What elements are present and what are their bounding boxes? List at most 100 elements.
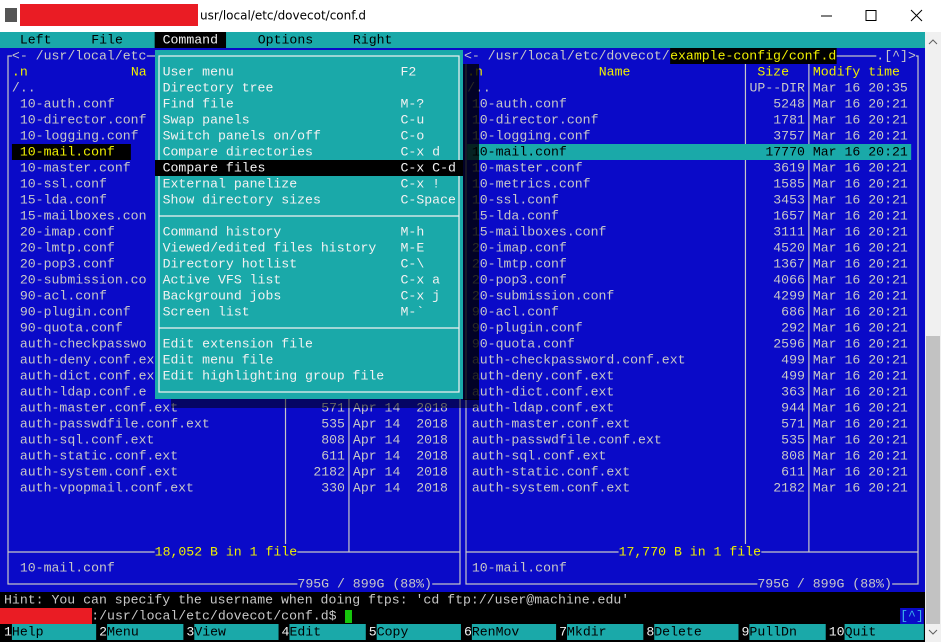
menu-entry[interactable]: Edit highlighting group file: [163, 368, 385, 383]
function-key-label[interactable]: Help: [12, 624, 44, 639]
file-size: 3757: [773, 128, 805, 143]
file-date: Mar 16 20:21: [813, 256, 908, 271]
label-mask: [670, 48, 837, 64]
function-key-label[interactable]: PullDn: [749, 624, 796, 639]
file-date: Mar 16 20:21: [813, 96, 908, 111]
file-size: 1781: [773, 112, 805, 127]
menu-entry[interactable]: Command history: [163, 224, 282, 239]
menu-entry[interactable]: Edit menu file: [163, 352, 274, 367]
menu-entry[interactable]: Edit extension file: [163, 336, 313, 351]
menu-bar: [0, 32, 925, 48]
function-key-bg: [11, 624, 97, 640]
function-key-label[interactable]: Quit: [845, 624, 877, 639]
file-name: 15-lda.conf: [20, 192, 107, 207]
file-size: 808: [321, 432, 345, 447]
function-key-number: 4: [282, 624, 290, 639]
file-date: Apr 14 2018: [353, 464, 448, 479]
file-date: Mar 16 20:21: [813, 112, 908, 127]
menu-shortcut: C-o: [401, 128, 425, 143]
file-name: auth-deny.conf.ext: [472, 368, 614, 383]
function-key-number: 2: [99, 624, 107, 639]
file-name: auth-checkpassword.conf.ext: [472, 352, 686, 367]
function-key-label[interactable]: Delete: [654, 624, 702, 639]
file-size: 3619: [773, 160, 805, 175]
menu-item[interactable]: Command: [163, 32, 218, 47]
file-name: 15-mailboxes.con: [20, 208, 147, 223]
menu-shortcut: C-x C-d: [401, 160, 456, 175]
menu-entry[interactable]: Switch panels on/off: [163, 128, 321, 143]
function-key-label[interactable]: RenMov: [472, 624, 520, 639]
file-size: UP--DIR: [750, 80, 805, 95]
panel-status: 10-mail.conf: [20, 560, 115, 575]
menu-shortcut: M-?: [401, 96, 425, 111]
file-date: Mar 16 20:21: [813, 224, 908, 239]
file-name: auth-static.conf.ext: [472, 464, 630, 479]
function-key-number: 7: [559, 624, 567, 639]
function-key-number: 8: [646, 624, 654, 639]
label-mask: [11, 48, 147, 64]
file-date: Apr 14 2018: [353, 448, 448, 463]
panel-summary: 18,052 B in 1 file: [155, 544, 298, 559]
file-date: Mar 16 20:21: [813, 432, 908, 447]
file-date: Mar 16 20:21: [813, 272, 908, 287]
menu-shortcut: F2: [401, 64, 417, 79]
scroll-thumb[interactable]: [926, 336, 940, 624]
menu-entry[interactable]: External panelize: [163, 176, 298, 191]
file-size: 611: [321, 448, 345, 463]
function-key-label[interactable]: Mkdir: [567, 624, 607, 639]
function-key-label[interactable]: Menu: [107, 624, 139, 639]
menu-shadow: [171, 399, 479, 408]
menu-item[interactable]: File: [91, 32, 123, 47]
menu-shadow: [463, 64, 479, 400]
menu-entry[interactable]: Screen list: [163, 304, 250, 319]
menu-selected-item: [155, 160, 463, 176]
label-mask: [154, 544, 298, 560]
label-mask: [297, 576, 433, 592]
file-name: 10-logging.conf: [472, 128, 591, 143]
scroll-down[interactable]: [928, 629, 938, 635]
close-button[interactable]: [910, 9, 923, 22]
file-date: Mar 16 20:21: [813, 304, 908, 319]
function-key-number: 9: [741, 624, 749, 639]
file-size: 1367: [773, 256, 805, 271]
menu-entry[interactable]: Directory hotlist: [163, 256, 298, 271]
function-key-bg: [749, 624, 826, 640]
function-key-label[interactable]: Edit: [289, 624, 321, 639]
file-name: 15-lda.conf: [472, 208, 559, 223]
column-header: Na: [131, 64, 147, 79]
menu-entry[interactable]: Directory tree: [163, 80, 274, 95]
menu-entry[interactable]: Active VFS list: [163, 272, 282, 287]
file-date: Mar 16 20:21: [813, 288, 908, 303]
file-name: auth-static.conf.ext: [20, 448, 178, 463]
menu-entry[interactable]: User menu: [163, 64, 234, 79]
menu-entry[interactable]: Background jobs: [163, 288, 282, 303]
file-size: 686: [781, 304, 805, 319]
menu-entry[interactable]: Viewed/edited files history: [163, 240, 377, 255]
menu-item[interactable]: Right: [353, 32, 393, 47]
column-header: Size: [757, 64, 789, 79]
file-name: auth-ldap.conf.e: [20, 384, 147, 399]
file-name: auth-system.conf.ext: [20, 464, 178, 479]
menu-entry[interactable]: Show directory sizes: [163, 192, 321, 207]
maximize-button[interactable]: [865, 10, 877, 21]
menu-entry[interactable]: Find file: [163, 96, 234, 111]
corner-indicator: [^]: [900, 608, 924, 623]
file-name: 10-ssl.conf: [20, 176, 107, 191]
panel-path-current: example-config/conf.d: [670, 48, 836, 63]
function-key-label[interactable]: Copy: [377, 624, 409, 639]
menu-shortcut: C-\: [401, 256, 425, 271]
panel-path: <- /usr/local/etc: [12, 48, 147, 63]
menu-item[interactable]: Options: [258, 32, 313, 47]
menu-entry[interactable]: Compare directories: [163, 144, 313, 159]
function-key-number: 5: [369, 624, 377, 639]
scroll-up[interactable]: [928, 39, 938, 45]
menu-shortcut: M-h: [401, 224, 425, 239]
function-key-label[interactable]: View: [194, 624, 226, 639]
file-name: auth-master.conf.ext: [20, 400, 178, 415]
menu-item[interactable]: Left: [20, 32, 52, 47]
menu-entry[interactable]: Swap panels: [163, 112, 250, 127]
panel-summary: 17,770 B in 1 file: [619, 544, 762, 559]
file-name: 10-auth.conf: [472, 96, 567, 111]
column-header: Name: [599, 64, 631, 79]
menu-entry[interactable]: Compare files: [163, 160, 266, 175]
